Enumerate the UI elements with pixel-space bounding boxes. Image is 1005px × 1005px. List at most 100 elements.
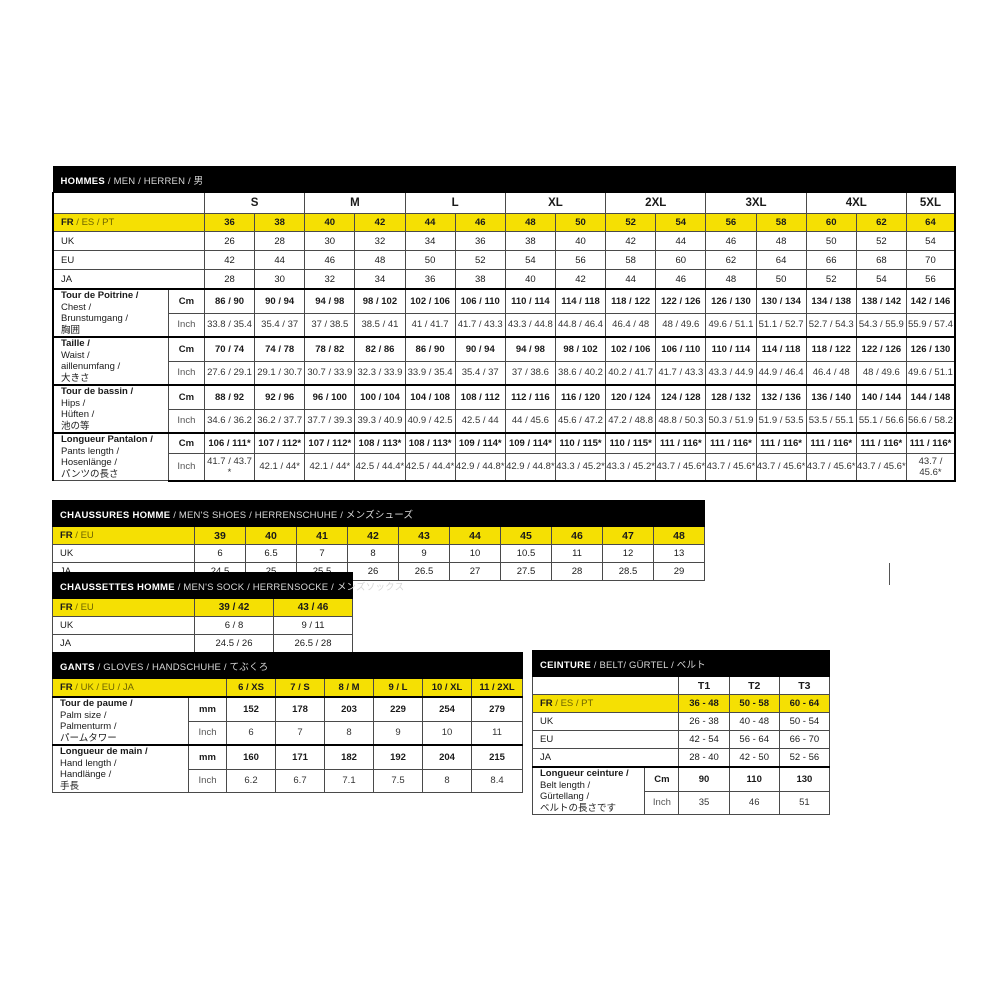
chest-cm-6: 110 / 114 [504,288,556,314]
measure-label-hand: Longueur de main / Hand length / Handlän… [52,744,189,793]
measure-label-pants-fr: Longueur Pantalon / [61,434,153,445]
measure-label-pants-ja: パンツの長さ [61,468,119,480]
measure-label-palm-fr: Tour de paume / [60,698,133,709]
pants-cm-8: 110 / 115* [605,432,657,455]
pants-in-0: 41.7 / 43.7 * [203,453,256,482]
pants-cm-12: 111 / 116* [805,432,857,455]
chest-in-12: 52.7 / 54.3 [805,312,857,338]
shoes-fr-4: 43 [398,526,450,545]
shoes-ja-3: 26 [347,562,399,581]
socks-banner-row: CHAUSSETTES HOMME / MEN'S SOCK / HERRENS… [51,572,404,599]
chest-in-0: 33.8 / 35.4 [203,312,256,338]
belt-banner-main: CEINTURE [540,659,591,671]
men-eu-12: 66 [805,250,857,270]
hips-in-9: 48.8 / 50.3 [655,408,707,434]
men-eu-5: 52 [454,250,506,270]
palm-mm-0: 152 [226,696,276,722]
hips-in-10: 50.3 / 51.9 [705,408,757,434]
gloves-banner-rest: / GLOVES / HANDSCHUHE / てぶくろ [94,661,269,673]
pants-in-8: 43.3 / 45.2* [605,453,657,482]
hips-cm-3: 100 / 104 [354,384,406,410]
chest-in-7: 44.8 / 46.4 [554,312,607,338]
unit-chest-cm: Cm [167,288,205,314]
waist-in-6: 37 / 38.6 [504,360,556,386]
men-eu-13: 68 [855,250,907,270]
unit-beltlen-cm: Cm [644,765,680,792]
men-row-label-fr-main: FR [61,217,74,228]
men-eu-1: 44 [254,250,306,270]
socks-row-label-fr: FR / EU [52,598,195,617]
measure-label-beltlen: Longueur ceinture / Belt length / Gürtel… [531,766,646,815]
men-eu-3: 48 [354,250,406,270]
waist-cm-5: 90 / 94 [454,336,506,362]
hips-cm-13: 140 / 144 [855,384,907,410]
shoes-uk-0: 6 [194,544,246,563]
socks-banner: CHAUSSETTES HOMME / MEN'S SOCK / HERRENS… [51,572,404,599]
measure-label-hand-en: Hand length / [60,757,117,769]
table-row: FR / EU 39 / 42 43 / 46 [52,598,354,617]
shoes-fr-8: 47 [602,526,654,545]
unit-palm-mm: mm [188,696,227,722]
measure-label-chest-de: Brunstumgang / [61,313,129,324]
shoes-ja-4: 26.5 [398,562,450,581]
hand-mm-5: 215 [470,743,524,770]
socks-banner-rest: / MEN'S SOCK / HERRENSOCKE / メンズソックス [174,581,405,593]
belt-row-label-ja: JA [531,748,680,768]
hips-in-11: 51.9 / 53.5 [755,408,807,434]
men-fr-14: 64 [905,213,956,232]
beltlen-in-0: 35 [678,790,730,816]
hips-in-2: 37.7 / 39.3 [304,408,356,434]
shoes-ja-6: 27.5 [500,562,552,581]
pants-in-6: 42.9 / 44.8* [504,453,556,482]
pants-in-12: 43.7 / 45.6* [805,453,857,482]
men-uk-5: 36 [454,231,506,251]
palm-in-1: 7 [275,720,325,746]
table-row: JA 28 - 40 42 - 50 52 - 56 [531,748,831,768]
waist-cm-9: 106 / 110 [655,336,707,362]
socks-fr-1: 43 / 46 [272,598,354,617]
pants-cm-14: 111 / 116* [905,432,956,455]
belt-row-label-fr: FR / ES / PT [531,694,680,713]
waist-in-12: 46.4 / 48 [805,360,857,386]
gloves-size-2: 8 / M [324,678,374,698]
men-uk-7: 40 [554,231,607,251]
gloves-size-0: 6 / XS [226,678,276,698]
palm-mm-4: 254 [422,696,472,722]
hand-mm-2: 182 [324,743,374,770]
shoes-banner-row: CHAUSSURES HOMME / MEN'S SHOES / HERRENS… [51,500,706,527]
men-uk-11: 48 [755,231,807,251]
measure-label-hand-de: Handlänge / [60,769,112,780]
pants-cm-10: 111 / 116* [705,432,757,455]
measure-row-hand-inch: Inch 6.2 6.7 7.1 7.5 8 8.4 [53,768,524,794]
pants-in-3: 42.5 / 44.4* [354,453,406,482]
palm-in-0: 6 [226,720,276,746]
hips-cm-1: 92 / 96 [254,384,306,410]
chest-cm-13: 138 / 142 [855,288,907,314]
pants-in-7: 43.3 / 45.2* [554,453,607,482]
socks-row-label-fr-main: FR [60,602,73,613]
men-fr-0: 36 [203,213,256,232]
men-row-label-eu: EU [51,250,205,270]
chest-in-2: 37 / 38.5 [304,312,356,338]
men-ja-7: 42 [554,269,607,290]
shoes-uk-9: 13 [652,544,706,563]
men-uk-10: 46 [705,231,757,251]
men-row-label-fr-rest: / ES / PT [73,217,115,228]
shoes-fr-2: 41 [296,526,348,545]
chest-cm-3: 98 / 102 [354,288,406,314]
pants-cm-6: 109 / 114* [504,432,556,455]
men-fr-5: 46 [454,213,506,232]
measure-row-palm-inch: Inch 6 7 8 9 10 11 [53,720,524,746]
men-uk-4: 34 [404,231,456,251]
men-uk-12: 50 [805,231,857,251]
belt-sizegroup-t2: T2 [728,676,780,695]
men-eu-11: 64 [755,250,807,270]
shoes-ja-8: 28.5 [602,562,654,581]
pants-in-4: 42.5 / 44.4* [404,453,456,482]
hand-mm-3: 192 [373,743,423,770]
shoes-row-label-uk: UK [52,544,195,563]
belt-eu-1: 56 - 64 [728,730,780,749]
men-ja-4: 36 [404,269,456,290]
beltlen-cm-1: 110 [728,765,780,792]
unit-palm-inch: Inch [188,720,227,746]
